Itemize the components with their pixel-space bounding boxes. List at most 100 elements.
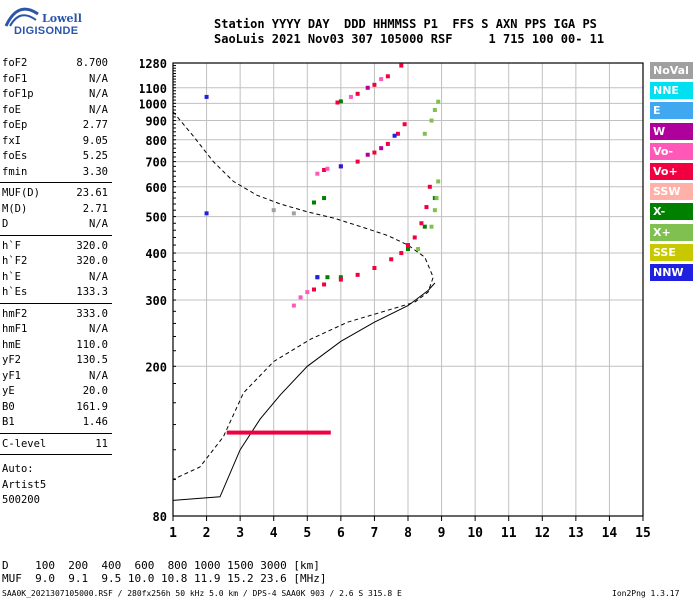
x-tick-label: 1: [169, 526, 177, 541]
legend-item-vo-: Vo+: [650, 163, 693, 180]
param-value: 23.61: [76, 187, 108, 199]
y-tick-label: 600: [145, 181, 167, 195]
param-name: yF2: [2, 354, 21, 366]
echo-point: [365, 85, 370, 90]
y-tick-label: 900: [145, 115, 167, 129]
y-tick-label: 80: [153, 510, 167, 524]
param-name: foF2: [2, 57, 28, 69]
separator: [0, 432, 112, 434]
scaled-parameters-panel: foF2 8.700 foF1 N/A foF1p N/A foE N/A foEp 2.77 fx…: [0, 56, 112, 536]
param-name: h`Es: [2, 286, 28, 298]
legend-item-nnw: NNW: [650, 264, 693, 281]
param-row: foE N/A: [0, 103, 108, 118]
param-row: M(D) 2.71: [0, 202, 108, 217]
y-tick-label: 1100: [140, 82, 167, 96]
echo-point: [338, 164, 343, 169]
param-value: 161.9: [76, 400, 108, 413]
echo-point: [385, 74, 390, 79]
x-tick-label: 7: [371, 526, 379, 541]
param-name: B1: [2, 416, 15, 428]
footer-version: Ion2Png 1.3.17: [612, 589, 680, 598]
echo-point: [436, 179, 441, 184]
param-name: yE: [2, 385, 15, 397]
param-row: h`Es 133.3: [0, 285, 108, 300]
param-name: D: [2, 218, 9, 230]
separator: [0, 454, 112, 455]
param-name: h`F: [2, 239, 21, 252]
legend-item-ssw: SSW: [650, 183, 693, 201]
param-name: fxI: [2, 134, 21, 147]
param-name: yF1: [2, 369, 21, 382]
param-name: MUF(D): [2, 187, 40, 199]
echo-point: [427, 184, 432, 189]
x-tick-label: 8: [404, 526, 412, 541]
echo-point: [338, 277, 343, 282]
param-row: foF1 N/A: [0, 72, 108, 87]
echo-point: [355, 272, 360, 277]
y-tick-label: 200: [145, 360, 167, 374]
muf-row: MUF 9.0 9.1 9.5 10.0 10.8 11.9 15.2 23.6…: [2, 572, 327, 585]
echo-point: [389, 257, 394, 262]
echo-point: [305, 290, 310, 295]
echo-point: [395, 131, 400, 136]
dashed-profile-curve: [172, 111, 434, 480]
x-tick-label: 15: [635, 526, 651, 541]
echo-point: [312, 287, 316, 292]
echo-point: [429, 118, 434, 123]
x-tick-label: 4: [270, 526, 278, 541]
param-row: hmF1 N/A: [0, 322, 108, 337]
param-value: N/A: [89, 103, 108, 116]
echo-point: [412, 235, 417, 240]
param-value: N/A: [89, 369, 108, 382]
echo-point: [399, 251, 404, 256]
echo-point: [365, 152, 370, 157]
param-row: C-level 11: [0, 437, 108, 452]
param-row: B1 1.46: [0, 415, 108, 430]
param-value: 8.700: [76, 57, 108, 69]
legend-item-e: E: [650, 102, 693, 120]
echo-point: [372, 266, 377, 271]
x-tick-label: 11: [501, 526, 517, 541]
param-row: D N/A: [0, 217, 108, 232]
y-tick-label: 1000: [140, 97, 167, 111]
param-value: 9.05: [82, 134, 108, 147]
separator: [0, 182, 112, 183]
header-row-1: Station YYYY DAY DDD HHMMSS P1 FFS S AXN…: [214, 17, 597, 31]
electron-density-profile-line: [172, 282, 436, 501]
echo-point: [392, 133, 397, 138]
y-tick-label: 400: [145, 247, 167, 261]
param-value: 320.0: [76, 255, 108, 267]
param-name: M(D): [2, 202, 28, 215]
echo-point: [204, 94, 209, 99]
echo-point: [432, 108, 437, 113]
param-row: foF2 8.700: [0, 56, 108, 71]
echo-point: [436, 99, 441, 104]
param-value: 2.77: [82, 119, 108, 131]
param-value: 2.71: [82, 202, 108, 215]
echo-point: [348, 94, 353, 99]
echo-point: [406, 243, 410, 248]
echo-point: [422, 224, 427, 229]
y-tick-label: 500: [145, 211, 167, 225]
echo-point: [322, 167, 327, 172]
echo-point: [338, 99, 343, 104]
param-row: yF2 130.5: [0, 353, 108, 368]
param-value: 333.0: [76, 307, 108, 320]
param-name: foF1: [2, 72, 28, 85]
logo-mark-icon: [4, 6, 40, 32]
param-name: fmin: [2, 165, 28, 178]
logo-digisonde-text: DIGISONDE: [14, 25, 79, 37]
echo-point: [372, 82, 377, 87]
param-value: N/A: [89, 270, 108, 283]
param-row: foF1p N/A: [0, 87, 108, 102]
param-name: foEs: [2, 150, 28, 162]
x-tick-label: 6: [337, 526, 345, 541]
logo-lowell-text: Lowell: [42, 12, 82, 25]
param-value: N/A: [89, 88, 108, 100]
param-row: foEs 5.25: [0, 149, 108, 164]
ionogram-chart: 1 2 3 4 5 6 7 8 9 10 11 12 13 14 158020030040050060070…: [140, 57, 651, 541]
param-row: h`F 320.0: [0, 239, 108, 254]
param-value: N/A: [89, 218, 108, 230]
param-value: 3.30: [82, 165, 108, 178]
param-row: hmE 110.0: [0, 338, 108, 353]
